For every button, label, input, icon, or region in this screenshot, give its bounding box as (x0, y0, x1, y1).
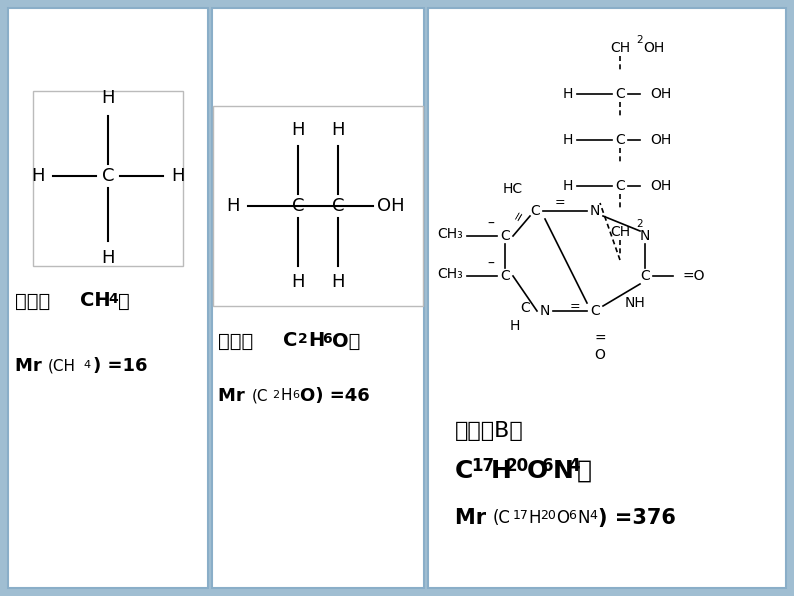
Text: 2: 2 (298, 332, 308, 346)
Text: H: H (491, 459, 512, 483)
Text: 维生素B（: 维生素B（ (455, 421, 524, 441)
Text: 4: 4 (568, 457, 580, 475)
Text: –: – (488, 217, 495, 231)
Text: C: C (291, 197, 304, 215)
Text: 2: 2 (272, 390, 279, 400)
Text: –: – (488, 257, 495, 271)
Text: C: C (283, 331, 298, 350)
Text: 6: 6 (568, 509, 576, 522)
Text: 甲烷（: 甲烷（ (15, 291, 50, 311)
Text: Mr: Mr (218, 387, 251, 405)
Text: C: C (500, 229, 510, 243)
Text: H: H (528, 509, 541, 527)
Text: HC: HC (503, 182, 523, 196)
Text: ）: ） (118, 291, 129, 311)
Text: H: H (226, 197, 240, 215)
Text: C: C (332, 197, 345, 215)
Text: ) =376: ) =376 (598, 508, 676, 528)
Text: 20: 20 (540, 509, 556, 522)
Text: N: N (577, 509, 589, 527)
Text: OH: OH (650, 87, 671, 101)
Text: H: H (331, 273, 345, 291)
Text: H: H (31, 167, 44, 185)
Text: H: H (172, 167, 185, 185)
Text: H: H (102, 249, 115, 267)
Text: C: C (590, 304, 600, 318)
Text: H: H (102, 89, 115, 107)
Text: C: C (530, 204, 540, 218)
Text: O）: O） (332, 331, 360, 350)
Text: C: C (615, 179, 625, 193)
Text: H: H (510, 319, 520, 333)
Text: N: N (540, 304, 550, 318)
Text: 4: 4 (83, 360, 91, 370)
FancyBboxPatch shape (212, 8, 424, 588)
Text: N: N (590, 204, 600, 218)
Text: CH₃: CH₃ (437, 227, 463, 241)
Text: H: H (291, 273, 305, 291)
Text: N: N (553, 459, 574, 483)
Text: C: C (520, 301, 530, 315)
Text: 17: 17 (471, 457, 494, 475)
Text: Mr: Mr (15, 357, 48, 375)
Text: C: C (102, 167, 114, 185)
Text: Mr: Mr (455, 508, 493, 528)
FancyBboxPatch shape (428, 8, 786, 588)
Text: 6: 6 (322, 332, 332, 346)
Text: C: C (455, 459, 473, 483)
Text: CH₃: CH₃ (437, 267, 463, 281)
FancyBboxPatch shape (33, 91, 183, 266)
Text: H: H (331, 121, 345, 139)
Text: O: O (527, 459, 548, 483)
Text: H: H (563, 87, 573, 101)
Text: (C: (C (493, 509, 511, 527)
Text: H: H (308, 331, 324, 350)
Text: ）: ） (577, 459, 592, 483)
Text: ) =16: ) =16 (93, 357, 148, 375)
Text: C: C (500, 269, 510, 283)
Text: H: H (563, 133, 573, 147)
Text: O: O (556, 509, 569, 527)
Text: 20: 20 (506, 457, 529, 475)
Text: H: H (291, 121, 305, 139)
Text: CH: CH (610, 225, 630, 239)
Text: H: H (280, 389, 291, 403)
Text: NH: NH (625, 296, 646, 310)
Text: =: = (569, 300, 580, 313)
Text: OH: OH (643, 41, 665, 55)
Text: 6: 6 (292, 390, 299, 400)
Text: =: = (511, 208, 527, 224)
Text: 2: 2 (636, 35, 642, 45)
Text: =: = (594, 332, 606, 346)
Text: OH: OH (650, 179, 671, 193)
Text: C: C (615, 87, 625, 101)
Text: (C: (C (252, 389, 268, 403)
FancyBboxPatch shape (213, 106, 423, 306)
Text: 乙醇（: 乙醇（ (218, 331, 253, 350)
Text: OH: OH (377, 197, 405, 215)
Text: N: N (640, 229, 650, 243)
Text: C: C (615, 133, 625, 147)
Text: 6: 6 (542, 457, 553, 475)
Text: CH: CH (80, 291, 110, 311)
Text: 2: 2 (636, 219, 642, 229)
Text: OH: OH (650, 133, 671, 147)
Text: =: = (555, 197, 565, 210)
Text: 17: 17 (513, 509, 529, 522)
Text: =O: =O (683, 269, 706, 283)
Text: C: C (640, 269, 649, 283)
Text: O: O (595, 348, 606, 362)
Text: 4: 4 (108, 292, 118, 306)
Text: (CH: (CH (48, 359, 76, 374)
FancyBboxPatch shape (8, 8, 208, 588)
Text: H: H (563, 179, 573, 193)
Text: CH: CH (610, 41, 630, 55)
Text: O) =46: O) =46 (300, 387, 370, 405)
Text: 4: 4 (589, 509, 597, 522)
